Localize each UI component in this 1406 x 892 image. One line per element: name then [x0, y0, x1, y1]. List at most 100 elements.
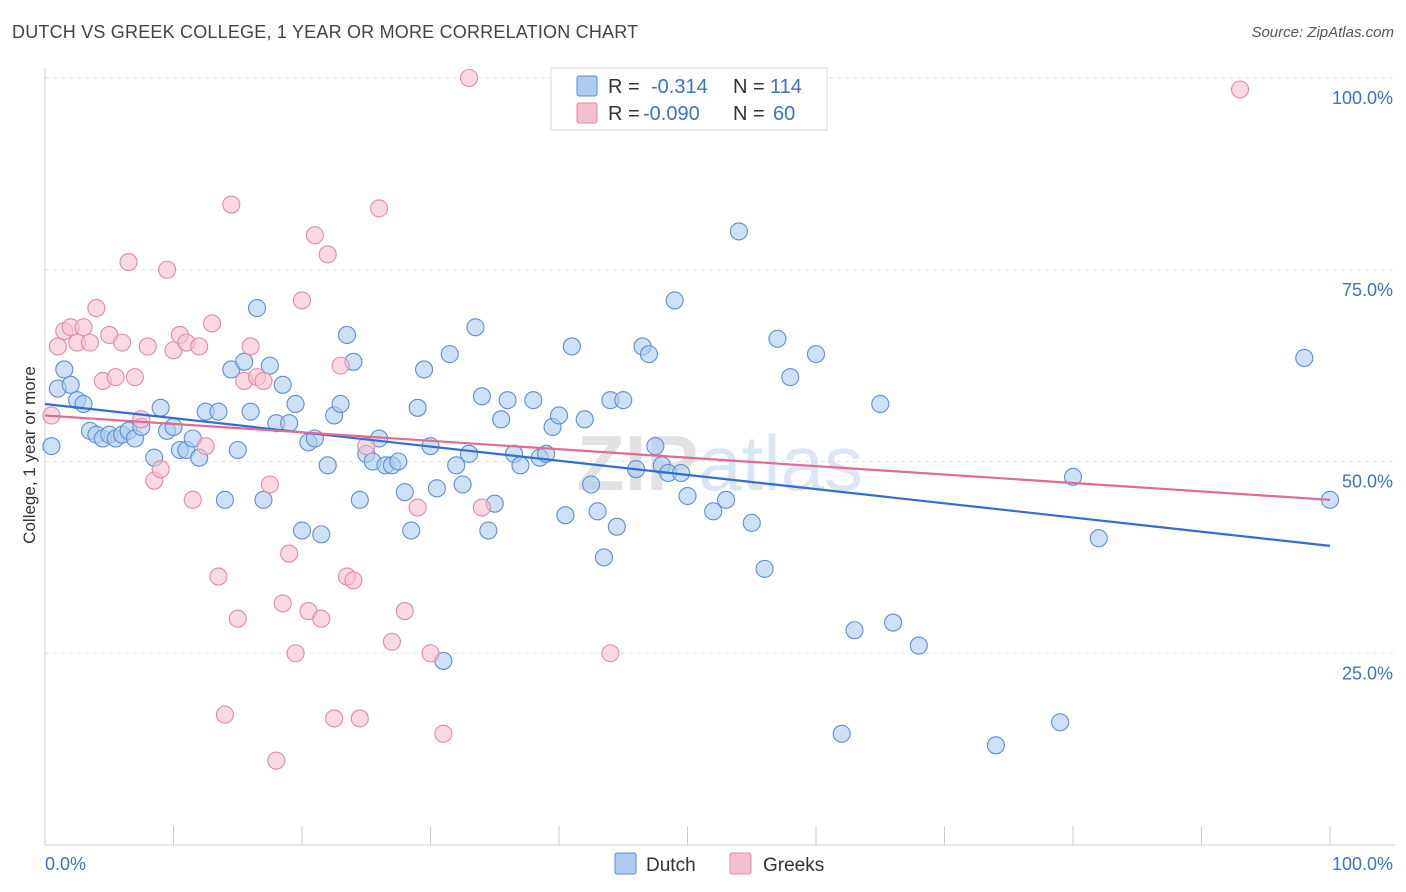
- y-tick-label: 25.0%: [1342, 663, 1393, 683]
- dutch-point: [440, 345, 459, 364]
- dutch-point: [524, 391, 543, 410]
- x-tick-labels: 0.0% 100.0%: [45, 854, 1393, 874]
- greek-point: [395, 602, 414, 621]
- dutch-point: [909, 636, 928, 655]
- dutch-point: [247, 299, 267, 318]
- chart-title: DUTCH VS GREEK COLLEGE, 1 YEAR OR MORE C…: [12, 22, 639, 42]
- greek-point: [318, 245, 337, 264]
- series-legend-swatch-dutch: [614, 852, 637, 875]
- dutch-point: [556, 506, 575, 525]
- dutch-point: [716, 490, 736, 509]
- dutch-point: [832, 724, 851, 743]
- legend-dutch-n-label: N =: [733, 76, 765, 98]
- greek-point: [254, 371, 273, 391]
- dutch-point: [646, 437, 665, 456]
- greek-point: [1231, 80, 1250, 99]
- greek-point: [331, 356, 350, 375]
- greek-point: [601, 644, 620, 663]
- dutch-point: [331, 394, 350, 414]
- greek-point: [434, 724, 453, 743]
- dutch-point: [466, 318, 485, 337]
- dutch-point: [768, 329, 787, 348]
- dutch-point: [235, 352, 254, 371]
- dutch-point: [286, 394, 305, 414]
- dutch-point: [350, 490, 369, 509]
- legend-greek-n-value: 60: [773, 103, 795, 125]
- dutch-point: [781, 368, 800, 387]
- dutch-point: [337, 325, 357, 344]
- greek-point: [260, 475, 279, 494]
- greek-point: [370, 199, 389, 218]
- legend-greek-r-label: R =: [608, 103, 640, 125]
- greek-point: [222, 195, 241, 214]
- legend-dutch-r-label: R =: [608, 76, 640, 98]
- dutch-point: [639, 345, 659, 364]
- dutch-point: [1089, 529, 1108, 548]
- dutch-point: [562, 337, 581, 356]
- greek-trend-line: [44, 414, 1331, 501]
- dutch-point: [318, 456, 337, 475]
- dutch-point: [209, 402, 228, 421]
- stats-legend: R = -0.314 N = 114 R = -0.090 N = 60: [550, 67, 828, 131]
- dutch-point: [511, 456, 530, 475]
- dutch-point: [678, 486, 697, 506]
- dutch-point: [55, 360, 74, 379]
- dutch-point: [742, 513, 761, 532]
- dutch-point: [614, 391, 633, 410]
- greek-point: [190, 337, 209, 356]
- dutch-point: [1051, 713, 1070, 732]
- y-tick-label: 50.0%: [1342, 472, 1393, 492]
- legend-dutch-n-value: 114: [770, 76, 802, 98]
- greek-point: [267, 751, 286, 770]
- greek-point: [305, 226, 324, 245]
- greek-point: [138, 337, 157, 356]
- greek-point: [183, 490, 202, 509]
- dutch-point: [1295, 348, 1314, 368]
- y-axis-label: College, 1 year or more: [20, 366, 39, 544]
- dutch-point: [42, 437, 61, 456]
- greek-point: [280, 544, 299, 563]
- greek-point: [125, 368, 144, 387]
- dutch-point: [871, 394, 890, 414]
- greek-point: [408, 498, 427, 517]
- dutch-point: [260, 356, 279, 375]
- greek-point: [344, 571, 363, 590]
- dutch-point: [498, 391, 517, 410]
- greek-points: [42, 68, 1250, 770]
- greek-point: [350, 709, 369, 728]
- greek-point: [48, 337, 67, 356]
- dutch-point: [427, 479, 446, 498]
- dutch-point: [447, 456, 466, 475]
- dutch-point: [582, 475, 601, 494]
- greek-point: [215, 705, 234, 724]
- dutch-point: [292, 521, 312, 540]
- dutch-point: [729, 222, 748, 241]
- legend-swatch-dutch: [576, 75, 598, 97]
- greek-point: [312, 609, 331, 628]
- greek-point: [151, 460, 170, 479]
- dutch-point: [755, 559, 774, 578]
- dutch-point: [479, 521, 498, 540]
- dutch-point: [228, 440, 247, 460]
- greek-point: [292, 291, 312, 310]
- series-legend-swatch-greeks: [729, 852, 752, 875]
- dutch-point: [280, 414, 299, 433]
- dutch-point: [254, 490, 273, 509]
- dutch-point: [594, 548, 614, 567]
- greek-point: [119, 253, 138, 272]
- series-legend-label-greeks: Greeks: [763, 855, 824, 876]
- x-tick-label: 0.0%: [45, 854, 86, 874]
- y-tick-labels: 25.0% 50.0% 75.0% 100.0%: [1332, 88, 1393, 683]
- legend-greek-n-label: N =: [733, 103, 765, 125]
- greek-point: [87, 299, 106, 318]
- dutch-point: [549, 406, 569, 425]
- greek-point: [286, 644, 305, 663]
- greek-point: [113, 333, 132, 352]
- dutch-point: [164, 417, 183, 437]
- dutch-point: [273, 375, 292, 394]
- dutch-point: [575, 410, 594, 429]
- dutch-point: [215, 490, 234, 509]
- dutch-point: [472, 387, 491, 406]
- dutch-point: [151, 398, 170, 417]
